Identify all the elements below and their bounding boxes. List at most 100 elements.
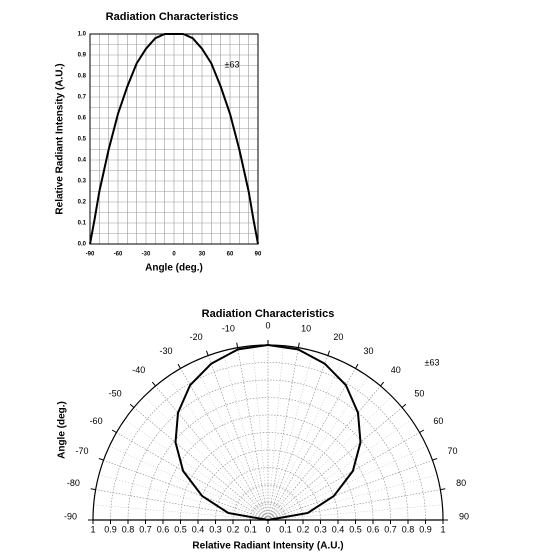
theta-tick-label: -90	[64, 511, 77, 521]
r-tick-label: 0.1	[244, 524, 257, 534]
x-axis-label: Angle (deg.)	[145, 263, 203, 274]
minor-grid-spoke	[93, 504, 269, 521]
minor-grid-spoke	[252, 345, 269, 521]
minor-grid-spoke	[267, 361, 343, 521]
minor-grid-spoke	[267, 396, 392, 521]
theta-tick	[111, 429, 117, 433]
r-tick-label: 0	[265, 524, 270, 534]
x-tick-label: 30	[199, 252, 206, 258]
r-tick-label: 0.2	[297, 524, 310, 534]
r-tick-label: 0.2	[227, 524, 240, 534]
r-tick-label: 0.5	[349, 524, 362, 534]
theta-tick	[129, 403, 135, 408]
y-tick-label: 1.0	[78, 32, 87, 38]
r-tick-label: 0.6	[367, 524, 380, 534]
theta-tick-label: 50	[414, 389, 424, 399]
minor-grid-spoke	[167, 376, 269, 521]
r-axis-label: Relative Radiant Intensity (A.U.)	[192, 541, 343, 552]
y-tick-label: 0.6	[78, 116, 87, 122]
r-tick-label: 0.1	[279, 524, 292, 534]
grid-spoke	[267, 407, 403, 521]
theta-tick-label: -10	[222, 323, 235, 333]
theta-tick	[440, 488, 446, 491]
grid-spoke	[267, 489, 441, 521]
y-tick-label: 0.5	[78, 137, 87, 143]
y-tick-label: 0.2	[78, 200, 87, 206]
grid-spoke	[155, 385, 269, 521]
grid-spoke	[267, 347, 299, 521]
minor-grid-spoke	[193, 361, 269, 521]
theta-tick	[205, 350, 209, 356]
x-tick-label: 90	[255, 252, 262, 258]
theta-tick	[90, 488, 96, 491]
x-tick-label: 60	[227, 252, 234, 258]
theta-tick-label: 60	[433, 416, 443, 426]
x-tick-label: -90	[86, 252, 95, 258]
r-tick-label: 0.3	[314, 524, 327, 534]
annotation: ±63	[425, 357, 440, 367]
theta-tick	[98, 457, 104, 461]
y-tick-label: 0.9	[78, 53, 87, 59]
theta-axis-label: Angle (deg.)	[57, 401, 68, 459]
x-tick-label: -60	[114, 252, 123, 258]
pattern-line	[174, 344, 362, 521]
minor-grid-spoke	[267, 376, 369, 521]
theta-tick-label: -70	[76, 446, 89, 456]
grid-ring	[162, 414, 374, 521]
theta-tick	[380, 381, 385, 387]
theta-tick	[236, 342, 239, 348]
theta-tick	[432, 457, 438, 461]
grid-spoke	[267, 368, 356, 521]
theta-tick	[327, 350, 331, 356]
minor-grid-spoke	[222, 350, 269, 521]
theta-tick	[297, 342, 300, 348]
theta-tick-label: 90	[459, 511, 469, 521]
theta-tick-label: 70	[447, 446, 457, 456]
theta-tick-label: 30	[364, 346, 374, 356]
grid-ring	[232, 484, 304, 521]
minor-grid-spoke	[267, 419, 412, 521]
theta-tick-label: -30	[159, 346, 172, 356]
theta-tick	[355, 363, 359, 369]
grid-ring	[250, 502, 286, 521]
r-tick-label: 0.3	[209, 524, 222, 534]
grid-spoke	[95, 489, 269, 521]
y-tick-label: 0.0	[78, 242, 87, 248]
grid-spoke	[237, 347, 269, 521]
chart-title: Radiation Characteristics	[106, 11, 239, 23]
grid-spoke	[116, 432, 269, 521]
r-tick-label: 0.5	[174, 524, 187, 534]
theta-tick	[401, 403, 407, 408]
theta-tick-label: 40	[391, 365, 401, 375]
theta-tick-label: -80	[67, 478, 80, 488]
x-tick-label: -30	[142, 252, 151, 258]
y-axis-label: Relative Radiant Intensity (A.U.)	[55, 63, 66, 214]
r-tick-label: 0.8	[122, 524, 135, 534]
grid-spoke	[267, 385, 381, 521]
r-tick-label: 0.4	[192, 524, 205, 534]
theta-tick-label: -50	[109, 389, 122, 399]
x-tick-label: 0	[172, 252, 176, 258]
r-tick-label: 1	[440, 524, 445, 534]
theta-tick-label: 80	[456, 478, 466, 488]
grid-spoke	[103, 459, 269, 521]
r-tick-label: 0.4	[332, 524, 345, 534]
grid-spoke	[267, 355, 329, 521]
theta-tick-label: 10	[301, 323, 311, 333]
grid-ring	[127, 379, 409, 521]
theta-tick-label: -20	[190, 332, 203, 342]
grid-spoke	[133, 407, 269, 521]
annotation: ±63	[225, 59, 240, 69]
minor-grid-spoke	[109, 445, 269, 521]
r-tick-label: 0.9	[419, 524, 432, 534]
theta-tick-label: -40	[132, 365, 145, 375]
minor-grid-spoke	[98, 474, 269, 521]
grid-ring	[215, 467, 321, 521]
minor-grid-spoke	[267, 445, 427, 521]
minor-grid-spoke	[124, 419, 269, 521]
y-tick-label: 0.3	[78, 179, 87, 185]
minor-grid-spoke	[267, 504, 443, 521]
theta-tick-label: 0	[265, 320, 270, 330]
grid-spoke	[267, 432, 420, 521]
grid-spoke	[267, 459, 433, 521]
